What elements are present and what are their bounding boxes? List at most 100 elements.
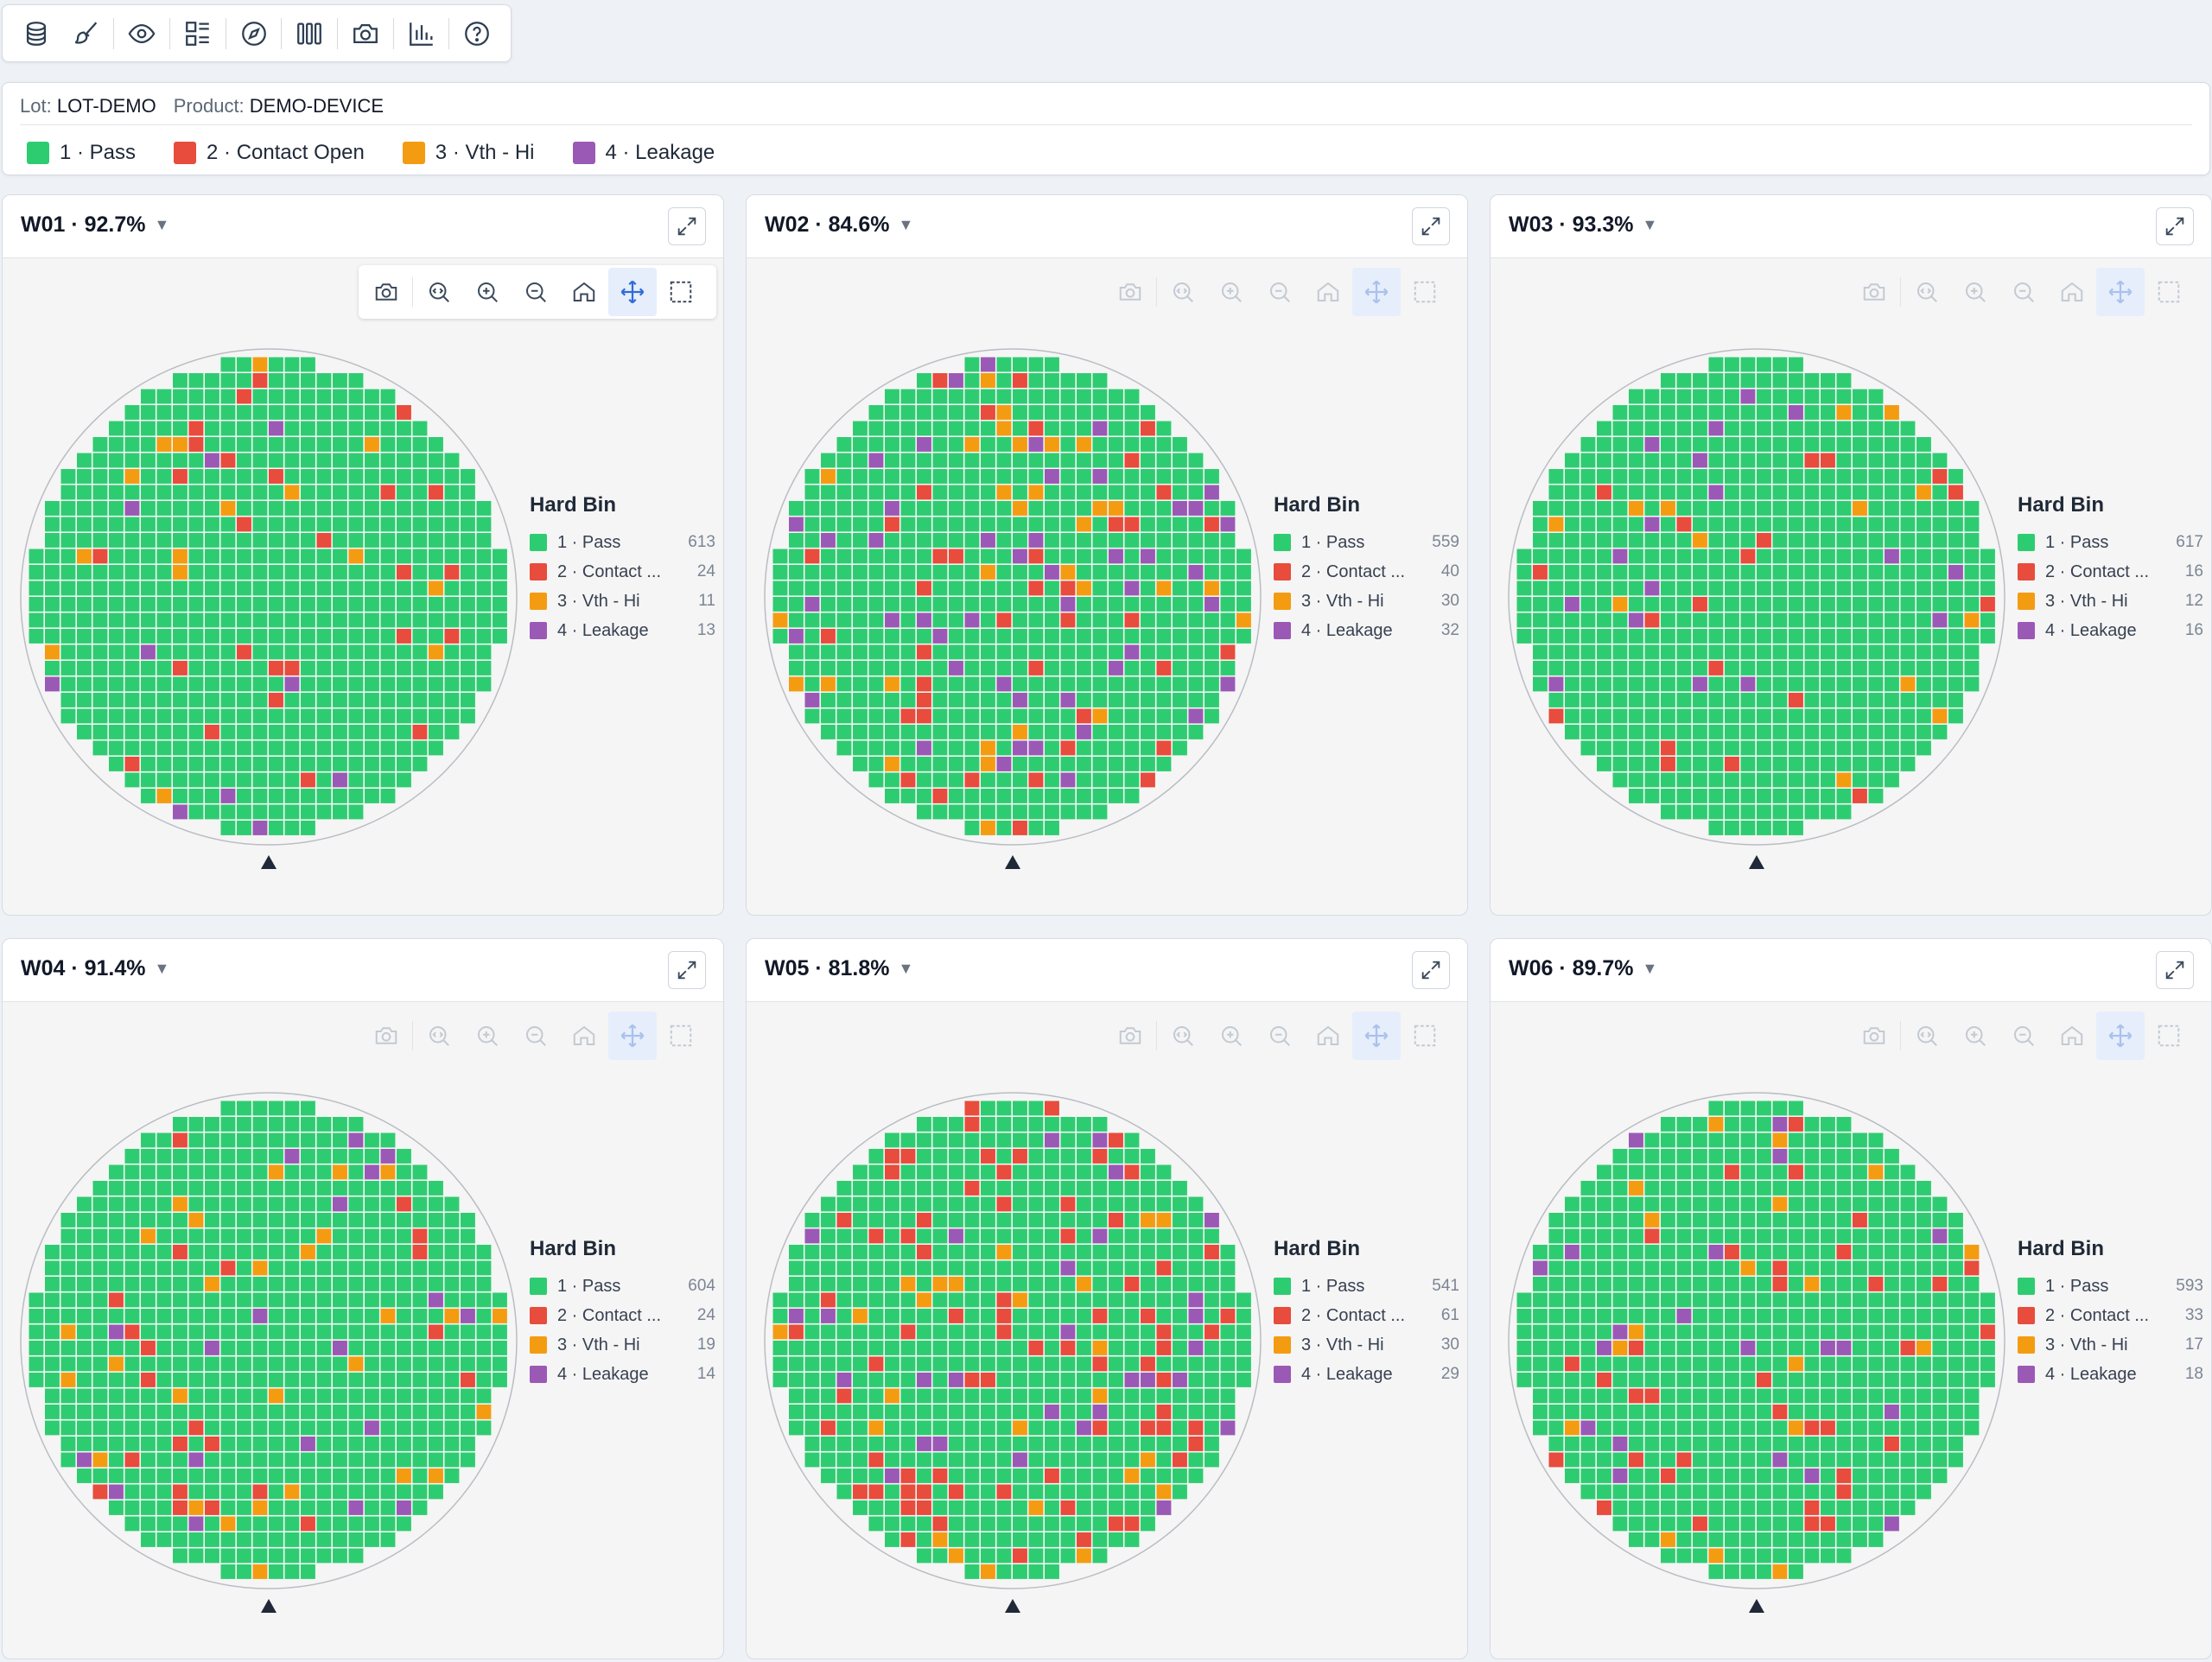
die[interactable] (365, 1532, 379, 1547)
die[interactable] (868, 1181, 884, 1196)
wafer-title[interactable]: W03 · 93.3% ▼ (1509, 213, 1657, 238)
die[interactable] (1740, 421, 1756, 436)
die[interactable] (333, 1452, 347, 1468)
die[interactable] (316, 580, 332, 596)
die[interactable] (853, 644, 868, 660)
die[interactable] (885, 1484, 899, 1500)
die[interactable] (429, 612, 443, 628)
die[interactable] (365, 1405, 379, 1419)
die[interactable] (205, 725, 219, 739)
die[interactable] (444, 661, 460, 676)
die[interactable] (821, 708, 836, 724)
die[interactable] (220, 357, 236, 372)
die[interactable] (333, 1405, 347, 1419)
die[interactable] (1676, 676, 1692, 692)
die[interactable] (1548, 580, 1564, 596)
die[interactable] (1804, 1469, 1820, 1483)
die[interactable] (124, 1213, 140, 1227)
die[interactable] (1789, 517, 1803, 532)
die[interactable] (821, 597, 836, 612)
die[interactable] (397, 1149, 411, 1164)
die[interactable] (981, 661, 995, 676)
die[interactable] (1565, 501, 1580, 516)
die[interactable] (1013, 1260, 1027, 1276)
die[interactable] (1629, 389, 1643, 404)
die[interactable] (205, 789, 219, 803)
die[interactable] (1789, 1437, 1803, 1451)
die[interactable] (92, 1341, 108, 1355)
die[interactable] (932, 549, 948, 564)
die[interactable] (429, 1228, 443, 1244)
die[interactable] (316, 1277, 332, 1291)
camera-icon[interactable] (1850, 1012, 1898, 1060)
die[interactable] (1141, 485, 1155, 500)
die[interactable] (1821, 804, 1835, 820)
die[interactable] (188, 629, 204, 644)
die[interactable] (885, 437, 899, 452)
die[interactable] (1916, 549, 1931, 564)
die[interactable] (1013, 549, 1027, 564)
die[interactable] (1565, 629, 1580, 644)
die[interactable] (917, 1405, 931, 1419)
die[interactable] (1900, 597, 1916, 612)
die[interactable] (1077, 533, 1091, 548)
die[interactable] (1757, 821, 1771, 835)
die[interactable] (1533, 549, 1548, 564)
die[interactable] (1693, 501, 1707, 516)
die[interactable] (1772, 1132, 1788, 1148)
die[interactable] (1676, 501, 1692, 516)
die[interactable] (476, 580, 492, 596)
die[interactable] (269, 740, 283, 756)
die[interactable] (885, 661, 899, 676)
die[interactable] (380, 533, 396, 548)
die[interactable] (1708, 1437, 1724, 1451)
die[interactable] (380, 1516, 396, 1532)
die[interactable] (1548, 1420, 1564, 1436)
die[interactable] (1725, 597, 1739, 612)
die[interactable] (1789, 693, 1803, 707)
die[interactable] (365, 1164, 379, 1180)
die[interactable] (1045, 1324, 1059, 1340)
die[interactable] (1821, 1149, 1835, 1164)
die[interactable] (173, 1324, 188, 1340)
die[interactable] (141, 597, 156, 612)
die[interactable] (269, 597, 283, 612)
die[interactable] (1109, 1181, 1123, 1196)
die[interactable] (1092, 661, 1108, 676)
die[interactable] (1629, 1484, 1643, 1500)
die[interactable] (476, 1324, 492, 1340)
die[interactable] (1804, 1388, 1820, 1404)
die[interactable] (1173, 565, 1187, 580)
die[interactable] (1077, 501, 1091, 516)
die[interactable] (316, 629, 332, 644)
die[interactable] (1629, 1324, 1643, 1340)
die[interactable] (333, 1164, 347, 1180)
die[interactable] (1644, 1420, 1660, 1436)
die[interactable] (1804, 1548, 1820, 1564)
die[interactable] (92, 1213, 108, 1227)
die[interactable] (1804, 1532, 1820, 1547)
die[interactable] (476, 517, 492, 532)
die[interactable] (188, 1532, 204, 1547)
die[interactable] (1868, 1452, 1884, 1468)
die[interactable] (1077, 1452, 1091, 1468)
die[interactable] (1533, 1245, 1548, 1259)
die[interactable] (333, 1181, 347, 1196)
die[interactable] (60, 1324, 76, 1340)
die[interactable] (964, 1341, 980, 1355)
die[interactable] (996, 453, 1012, 468)
die[interactable] (885, 676, 899, 692)
die[interactable] (1141, 597, 1155, 612)
die[interactable] (1740, 676, 1756, 692)
die[interactable] (885, 1213, 899, 1227)
die[interactable] (1629, 501, 1643, 516)
die[interactable] (124, 1245, 140, 1259)
die[interactable] (188, 1245, 204, 1259)
die[interactable] (1188, 708, 1204, 724)
die[interactable] (885, 1309, 899, 1323)
die[interactable] (124, 453, 140, 468)
die[interactable] (77, 1356, 92, 1372)
die[interactable] (220, 1277, 236, 1291)
die[interactable] (1916, 1437, 1931, 1451)
die[interactable] (996, 1500, 1012, 1515)
